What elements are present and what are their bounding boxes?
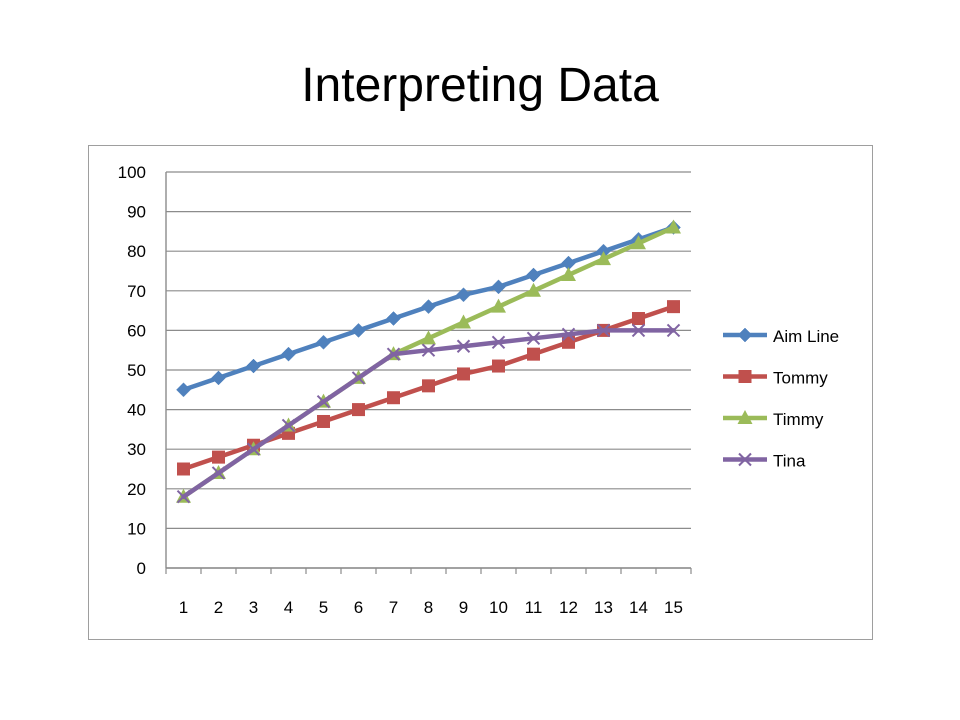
y-tick-label: 40 <box>127 401 146 420</box>
legend-label: Aim Line <box>773 327 839 346</box>
y-tick-label: 10 <box>127 519 146 538</box>
data-point-tina <box>211 466 226 480</box>
slide-title: Interpreting Data <box>301 59 659 112</box>
y-tick-label: 50 <box>127 361 146 380</box>
data-point-timmy <box>456 314 471 329</box>
series-lines <box>176 219 681 504</box>
legend-item-tommy: Tommy <box>723 369 828 388</box>
y-tick-label: 60 <box>127 321 146 340</box>
x-tick-label: 5 <box>319 598 328 617</box>
data-point-tina <box>666 323 681 338</box>
data-point-tommy <box>352 403 365 417</box>
data-point-tina <box>561 327 576 342</box>
data-point-tina <box>176 490 191 504</box>
legend-label: Tommy <box>773 369 828 388</box>
x-tick-label: 4 <box>284 598 293 617</box>
legend-label: Tina <box>773 452 806 471</box>
data-point-tina <box>246 442 261 456</box>
legend-marker-timmy <box>737 410 753 424</box>
data-point-tina <box>351 371 366 385</box>
y-tick-label: 20 <box>127 480 146 499</box>
data-point-tina <box>386 347 401 361</box>
x-tick-label: 9 <box>459 598 468 617</box>
data-point-tommy <box>562 335 575 349</box>
data-point-tina <box>631 323 646 338</box>
data-point-tina <box>526 331 541 346</box>
data-point-timmy <box>666 219 681 234</box>
data-point-aim-line <box>176 382 191 398</box>
data-point-aim-line <box>246 358 261 374</box>
x-tick-label: 11 <box>525 598 543 617</box>
data-point-aim-line <box>526 267 541 283</box>
data-point-tommy <box>387 391 400 405</box>
legend-marker-aim-line <box>737 327 753 343</box>
x-tick-label: 1 <box>179 598 188 617</box>
legend-label: Timmy <box>773 410 824 429</box>
series-line-timmy <box>181 225 676 499</box>
data-point-tommy <box>317 414 330 428</box>
y-tick-label: 100 <box>118 163 146 182</box>
data-point-aim-line <box>281 346 296 362</box>
data-point-timmy <box>596 251 611 266</box>
x-tick-label: 6 <box>354 598 363 617</box>
data-point-tommy <box>422 379 435 393</box>
data-point-tina <box>456 339 471 353</box>
y-tick-label: 90 <box>127 203 146 222</box>
legend-item-timmy: Timmy <box>723 410 824 429</box>
data-point-timmy <box>561 266 576 281</box>
data-point-timmy <box>526 282 541 297</box>
x-tick-label: 14 <box>629 598 648 617</box>
x-tick-label: 2 <box>214 598 223 617</box>
series-aim-line <box>176 220 681 398</box>
data-point-tommy <box>177 462 190 476</box>
x-tick-label: 15 <box>664 598 683 617</box>
x-tick-label: 13 <box>594 598 613 617</box>
y-tick-label: 80 <box>127 242 146 261</box>
data-point-tina <box>491 335 506 349</box>
legend-marker-tommy <box>738 370 752 383</box>
legend-marker-tina <box>738 452 752 467</box>
data-point-tommy <box>212 450 225 464</box>
data-point-tina <box>596 323 611 338</box>
data-point-tina <box>281 418 296 433</box>
data-point-tommy <box>632 312 645 326</box>
data-point-tommy <box>492 359 505 373</box>
x-tick-label: 8 <box>424 598 433 617</box>
data-point-aim-line <box>386 311 401 326</box>
data-point-tommy <box>527 347 540 361</box>
y-tick-label: 0 <box>137 559 146 578</box>
data-point-aim-line <box>211 370 226 386</box>
series-line-tina <box>181 328 676 499</box>
data-point-aim-line <box>421 299 436 314</box>
data-point-tommy <box>457 367 470 381</box>
data-point-timmy <box>421 330 436 345</box>
data-point-timmy <box>491 298 506 313</box>
data-point-aim-line <box>491 279 506 295</box>
data-point-timmy <box>631 235 646 250</box>
y-tick-label: 70 <box>127 282 146 301</box>
data-point-tina <box>421 343 436 357</box>
x-tick-label: 12 <box>559 598 578 617</box>
series-tina <box>176 323 681 504</box>
x-tick-label: 7 <box>389 598 398 617</box>
legend-item-aim-line: Aim Line <box>723 327 839 346</box>
chart-frame: 0 10 20 30 40 50 60 70 80 90 100 1 2 3 4 5 6 7 8 9 10 11 12 13 1… <box>88 145 873 640</box>
x-tick-label: 3 <box>249 598 258 617</box>
data-point-tina <box>316 394 331 409</box>
y-tick-label: 30 <box>127 440 146 459</box>
data-point-aim-line <box>316 334 331 350</box>
legend: Aim Line Tommy Timmy Tina <box>723 327 839 471</box>
x-tick-label: 10 <box>489 598 508 617</box>
legend-item-tina: Tina <box>723 452 806 471</box>
data-point-aim-line <box>456 287 471 303</box>
data-point-tommy <box>667 300 680 314</box>
data-point-aim-line <box>351 323 366 338</box>
